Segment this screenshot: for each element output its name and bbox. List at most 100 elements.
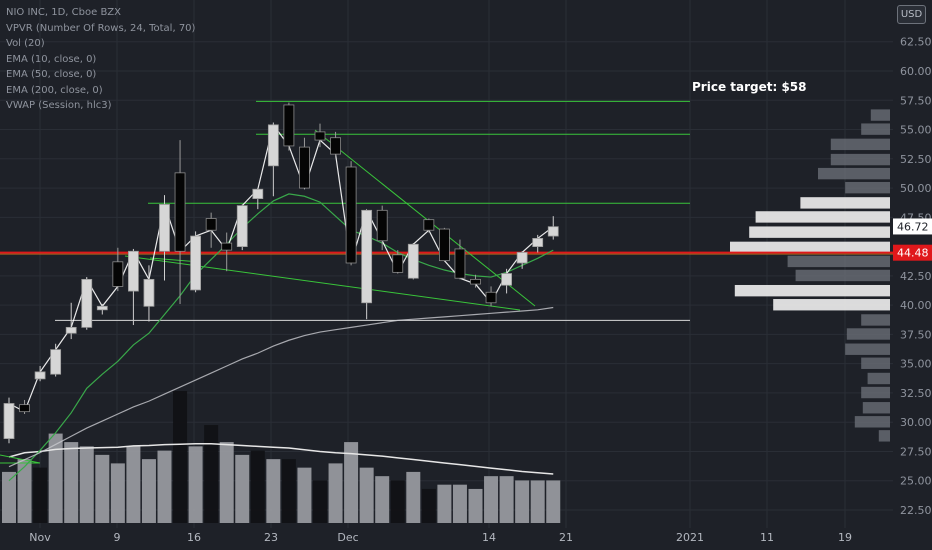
candle xyxy=(299,137,310,189)
volume-bar xyxy=(546,480,561,523)
volume-bar xyxy=(468,488,483,523)
volume-bar xyxy=(204,425,219,523)
time-tick-label: Dec xyxy=(337,531,358,544)
currency-badge[interactable]: USD xyxy=(897,5,926,24)
candle-body xyxy=(314,131,326,141)
volume-bar xyxy=(375,476,390,523)
volume-bar xyxy=(79,446,94,523)
candle-body xyxy=(516,252,528,264)
candle xyxy=(330,131,341,157)
candle xyxy=(470,274,481,288)
candle-body xyxy=(547,226,559,237)
candle xyxy=(376,205,388,251)
candle xyxy=(532,234,544,253)
candle-body xyxy=(112,261,124,287)
time-axis: Nov 9 16 23 Dec 14 21 2021 11 19 xyxy=(29,531,852,544)
candle xyxy=(34,366,46,382)
legend-symbol[interactable]: NIO INC, 1D, Cboe BZX xyxy=(6,7,122,18)
candle xyxy=(423,218,435,233)
volume-profile-row xyxy=(818,167,890,180)
volume-bar xyxy=(281,459,296,523)
candle-body xyxy=(438,228,450,262)
candle xyxy=(501,268,513,294)
volume-profile-row xyxy=(734,284,890,297)
candle xyxy=(252,188,264,210)
candle xyxy=(127,248,139,326)
close-price-line xyxy=(8,123,554,413)
legend-volume[interactable]: Vol (20) xyxy=(6,38,45,49)
legend-ema-50[interactable]: EMA (50, close, 0) xyxy=(6,69,97,80)
volume-bar xyxy=(530,480,545,523)
price-tick-label: 27.50 xyxy=(900,445,932,458)
trendline xyxy=(0,454,41,464)
volume-bar xyxy=(313,480,327,523)
volume-bar xyxy=(48,433,63,523)
price-tick-label: 22.50 xyxy=(900,504,932,517)
candle xyxy=(547,216,559,240)
candle xyxy=(143,265,155,322)
trendline xyxy=(314,129,536,307)
volume-bar xyxy=(499,476,514,523)
indicator-legend: NIO INC, 1D, Cboe BZX VPVR (Number Of Ro… xyxy=(6,5,195,114)
last-price-tag: 44.48 xyxy=(893,244,932,261)
candle-body xyxy=(330,137,341,155)
price-tick-label: 62.50 xyxy=(900,36,932,49)
volume-ma-line xyxy=(8,443,554,475)
volume-bar xyxy=(406,471,421,523)
volume-bar xyxy=(126,446,141,523)
volume-profile-row xyxy=(861,386,890,399)
candle-body xyxy=(190,235,202,291)
candle-body xyxy=(50,349,62,375)
legend-ema-200[interactable]: EMA (200, close, 0) xyxy=(6,84,103,96)
volume-profile-row xyxy=(830,138,890,151)
volume-profile-row xyxy=(878,430,890,442)
candle xyxy=(159,195,170,281)
candle-body xyxy=(423,219,435,231)
volume-profile-row xyxy=(861,357,890,369)
candle xyxy=(454,239,466,280)
legend-ema-10[interactable]: EMA (10, close, 0) xyxy=(6,53,97,65)
time-tick-label: 9 xyxy=(114,531,121,544)
volume-bar xyxy=(95,454,110,523)
ema-10-line xyxy=(8,193,554,482)
candle xyxy=(96,303,108,315)
candle xyxy=(3,397,15,444)
legend-vpvr[interactable]: VPVR (Number Of Rows, 24, Total, 70) xyxy=(6,22,196,34)
candle-body xyxy=(361,209,373,304)
candle-body xyxy=(392,254,404,273)
price-tick-label: 55.00 xyxy=(900,124,932,137)
volume-bar xyxy=(515,480,530,523)
candle-body xyxy=(299,146,310,189)
volume-profile-row xyxy=(795,269,890,282)
candle xyxy=(485,286,497,307)
candle xyxy=(50,343,62,377)
candle-body xyxy=(143,278,155,307)
price-axis: 62.5060.0057.5055.0052.5050.0047.5042.50… xyxy=(893,36,932,517)
volume-bar xyxy=(235,454,250,523)
candle-body xyxy=(485,291,497,304)
candle-body xyxy=(205,218,217,231)
candle-body xyxy=(34,371,46,380)
volume-bar xyxy=(250,450,265,523)
volume-bar xyxy=(141,459,156,523)
volume-profile-row xyxy=(773,299,890,311)
candle-body xyxy=(159,204,170,252)
candle xyxy=(19,399,30,415)
candle-body xyxy=(501,273,513,286)
price-tag-bg xyxy=(893,244,932,261)
volume-profile-row xyxy=(846,328,890,340)
volume-profile-row xyxy=(800,197,890,209)
price-tick-label: 42.50 xyxy=(900,270,932,283)
volume-bar xyxy=(484,476,499,523)
legend-vwap[interactable]: VWAP (Session, hlc3) xyxy=(6,100,112,111)
price-tick-label: 52.50 xyxy=(900,153,932,166)
trendlines xyxy=(0,129,536,464)
time-tick-label: 11 xyxy=(760,531,774,544)
candle xyxy=(283,102,295,151)
candle xyxy=(267,122,279,197)
price-tick-label: 35.00 xyxy=(900,358,932,371)
candle-body xyxy=(3,403,15,439)
volume-profile-row xyxy=(749,226,890,238)
